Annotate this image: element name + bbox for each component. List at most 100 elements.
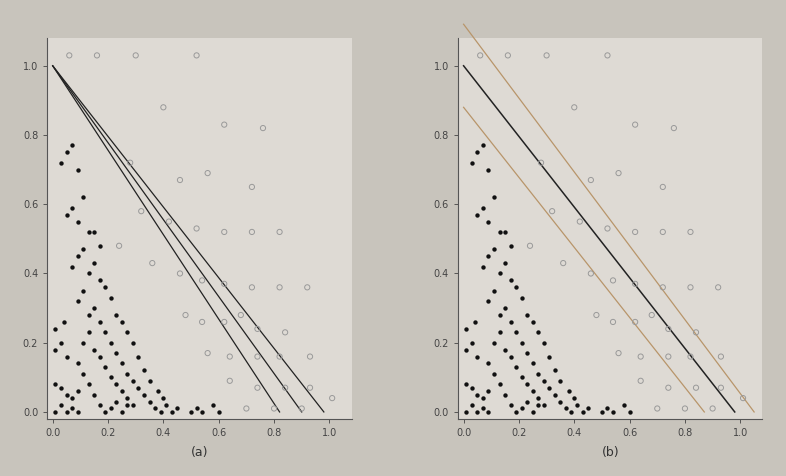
Point bbox=[121, 401, 134, 409]
Point bbox=[521, 380, 534, 388]
Point bbox=[516, 294, 528, 301]
Point bbox=[465, 339, 478, 347]
Point bbox=[471, 408, 483, 416]
Point bbox=[57, 318, 70, 326]
Point bbox=[66, 204, 79, 211]
Point bbox=[190, 225, 203, 232]
Point bbox=[88, 304, 101, 312]
Point bbox=[612, 169, 625, 177]
Point bbox=[585, 270, 597, 278]
Point bbox=[538, 339, 550, 347]
Point bbox=[482, 218, 494, 225]
Point bbox=[94, 401, 106, 409]
Point bbox=[105, 405, 117, 412]
Point bbox=[110, 349, 123, 357]
Point bbox=[252, 384, 264, 392]
Point bbox=[684, 284, 696, 291]
Point bbox=[88, 346, 101, 354]
Point bbox=[190, 51, 203, 59]
Point bbox=[499, 346, 512, 354]
Point bbox=[90, 51, 103, 59]
Point bbox=[714, 353, 727, 360]
Point bbox=[499, 391, 512, 398]
Point bbox=[532, 394, 545, 402]
Point bbox=[154, 408, 167, 416]
Point bbox=[223, 353, 236, 360]
Point bbox=[157, 103, 170, 111]
Point bbox=[99, 284, 112, 291]
Point bbox=[662, 384, 674, 392]
Point bbox=[576, 408, 589, 416]
Point bbox=[460, 346, 472, 354]
Point bbox=[534, 159, 547, 167]
Point bbox=[629, 318, 641, 326]
Point bbox=[234, 311, 247, 319]
Point bbox=[72, 252, 84, 260]
Point bbox=[476, 394, 489, 402]
Point bbox=[474, 51, 487, 59]
Point bbox=[607, 318, 619, 326]
Point bbox=[165, 408, 178, 416]
Point bbox=[690, 328, 703, 336]
Point bbox=[61, 391, 73, 398]
Point bbox=[607, 277, 619, 284]
Point bbox=[257, 124, 270, 132]
Point bbox=[516, 339, 528, 347]
Point bbox=[135, 208, 148, 215]
Point bbox=[629, 280, 641, 288]
Point bbox=[88, 228, 101, 236]
Point bbox=[132, 384, 145, 392]
Point bbox=[667, 124, 680, 132]
Point bbox=[612, 349, 625, 357]
Point bbox=[634, 377, 647, 385]
Point bbox=[50, 380, 62, 388]
Point bbox=[279, 384, 292, 392]
Point bbox=[143, 377, 156, 385]
Point bbox=[61, 149, 73, 156]
Point bbox=[66, 405, 79, 412]
Point bbox=[83, 270, 95, 278]
Point bbox=[471, 149, 483, 156]
Point bbox=[510, 284, 523, 291]
Point bbox=[201, 169, 214, 177]
Point bbox=[538, 401, 550, 409]
Point bbox=[465, 384, 478, 392]
Point bbox=[488, 339, 501, 347]
Point bbox=[121, 370, 134, 377]
Point bbox=[538, 377, 550, 385]
Point bbox=[127, 339, 139, 347]
Point bbox=[149, 405, 161, 412]
Point bbox=[712, 284, 725, 291]
Point bbox=[568, 394, 581, 402]
Point bbox=[707, 405, 719, 412]
Point bbox=[83, 380, 95, 388]
Point bbox=[88, 259, 101, 267]
Point bbox=[540, 51, 553, 59]
Point bbox=[105, 339, 117, 347]
Point bbox=[94, 318, 106, 326]
Point bbox=[127, 377, 139, 385]
Point bbox=[488, 287, 501, 295]
Point bbox=[274, 353, 286, 360]
Point bbox=[99, 408, 112, 416]
Point bbox=[549, 367, 561, 374]
Point bbox=[196, 318, 208, 326]
Point bbox=[601, 225, 614, 232]
Point bbox=[527, 318, 539, 326]
Point bbox=[574, 218, 586, 225]
Point bbox=[582, 405, 594, 412]
Point bbox=[77, 287, 90, 295]
Point bbox=[66, 394, 79, 402]
Point bbox=[656, 284, 669, 291]
Point bbox=[61, 353, 73, 360]
Point bbox=[656, 183, 669, 191]
Point bbox=[601, 405, 614, 412]
Point bbox=[274, 284, 286, 291]
Point bbox=[521, 349, 534, 357]
Point bbox=[482, 408, 494, 416]
Point bbox=[218, 121, 230, 129]
Point bbox=[274, 228, 286, 236]
Point bbox=[510, 363, 523, 371]
Point bbox=[201, 349, 214, 357]
Point bbox=[218, 318, 230, 326]
